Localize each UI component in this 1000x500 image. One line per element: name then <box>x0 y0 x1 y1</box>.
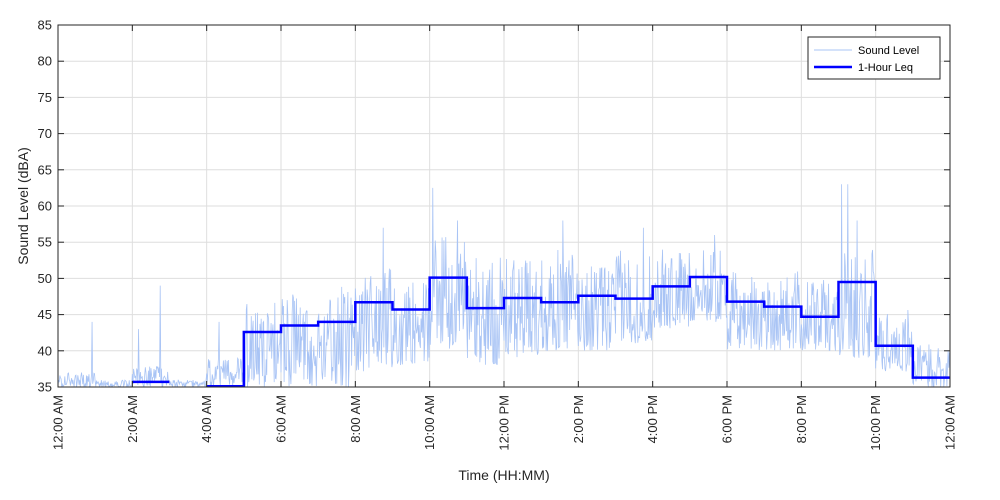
x-axis-ticks: 12:00 AM 2:00 AM 4:00 AM 6:00 AM 8:00 AM 10:0… <box>51 25 958 451</box>
x-tick-label: 4:00 PM <box>645 395 660 443</box>
y-tick-label: 70 <box>38 126 52 141</box>
legend-label-leq: 1-Hour Leq <box>858 62 913 74</box>
sound-level-series <box>57 184 951 388</box>
leq-line <box>132 275 950 388</box>
x-tick-label: 10:00 AM <box>422 395 437 450</box>
y-tick-label: 45 <box>38 307 52 322</box>
sound-level-line <box>57 184 951 388</box>
x-tick-label: 2:00 PM <box>571 395 586 443</box>
legend-label-sound-level: Sound Level <box>858 45 919 57</box>
y-tick-label: 65 <box>38 162 52 177</box>
x-tick-label: 6:00 AM <box>274 395 289 443</box>
legend: Sound Level 1-Hour Leq <box>807 36 941 80</box>
x-tick-label: 12:00 AM <box>943 395 958 450</box>
y-tick-label: 40 <box>38 343 52 358</box>
y-axis-ticks: 35 40 45 50 55 60 65 70 75 80 85 <box>38 18 950 395</box>
y-tick-label: 55 <box>38 235 52 250</box>
y-tick-label: 75 <box>38 90 52 105</box>
y-tick-label: 85 <box>38 18 52 33</box>
leq-series <box>132 275 950 388</box>
x-tick-label: 2:00 AM <box>125 395 140 443</box>
x-tick-label: 8:00 PM <box>794 395 809 443</box>
y-tick-label: 60 <box>38 199 52 214</box>
x-axis-title: Time (HH:MM) <box>458 467 549 483</box>
legend-box <box>807 36 941 80</box>
x-tick-label: 10:00 PM <box>868 395 883 451</box>
x-tick-label: 8:00 AM <box>348 395 363 443</box>
x-tick-label: 4:00 AM <box>199 395 214 443</box>
y-tick-label: 35 <box>38 380 52 395</box>
x-tick-label: 6:00 PM <box>720 395 735 443</box>
y-tick-label: 50 <box>38 271 52 286</box>
y-axis-title: Sound Level (dBA) <box>15 147 31 265</box>
x-tick-label: 12:00 AM <box>51 395 66 450</box>
y-tick-label: 80 <box>38 54 52 69</box>
x-tick-label: 12:00 PM <box>497 395 512 451</box>
